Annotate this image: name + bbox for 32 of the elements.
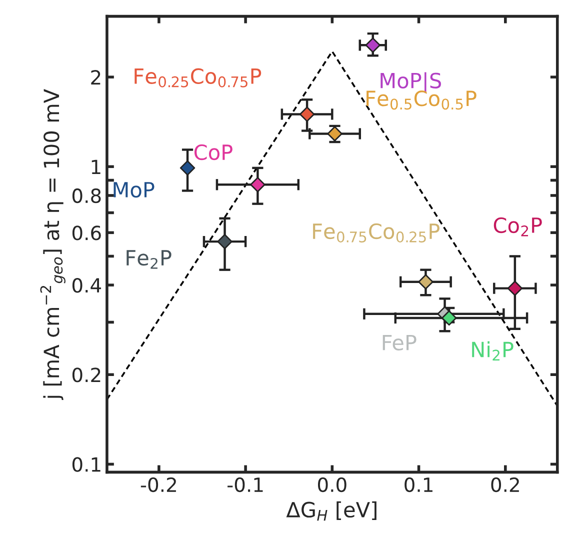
y-tick-label: 0.6 bbox=[72, 226, 101, 240]
y-tick-label: 0.4 bbox=[72, 278, 102, 293]
x-axis-title: ΔG$_{H}$ [eV] bbox=[286, 501, 376, 521]
point bbox=[250, 176, 266, 192]
y-tick-label: 1 bbox=[92, 160, 100, 174]
y-tick-label: 0.1 bbox=[72, 457, 100, 472]
point bbox=[507, 280, 523, 296]
series-label: FeP bbox=[382, 335, 416, 350]
text: Fe$_{0.25}$Co$_{0.75}$P bbox=[134, 68, 262, 88]
x-tick-label: 0.2 bbox=[491, 477, 519, 492]
y-tick-label: 0.2 bbox=[72, 368, 100, 382]
point bbox=[441, 310, 457, 326]
legend-label: Co$_{2}$P bbox=[494, 217, 542, 236]
x-tick-label: -0.2 bbox=[140, 477, 176, 492]
y-axis-title: j [mA cm$^{−2}$$_{geo}$] at η = 100 mV bbox=[40, 89, 66, 400]
x-tick-label: 0.1 bbox=[404, 477, 432, 492]
point bbox=[180, 160, 196, 176]
series-label: MoP bbox=[114, 182, 154, 198]
series-label: Fe$_{0.5}$Co$_{0.5}$P bbox=[366, 90, 476, 110]
series-label: MoP|S bbox=[380, 72, 441, 94]
series-label: Fe$_{0.75}$Co$_{0.25}$P bbox=[313, 223, 440, 242]
x-tick-label: -0.1 bbox=[228, 477, 263, 492]
y-tick-label: 2 bbox=[91, 70, 100, 84]
text: Fe$_{2}$P bbox=[126, 250, 172, 269]
x-tick-label: 0.0 bbox=[318, 477, 346, 492]
point bbox=[217, 234, 232, 250]
point bbox=[365, 38, 381, 53]
series-label: Ni$_{2}$P bbox=[472, 341, 514, 360]
point bbox=[418, 274, 434, 290]
point bbox=[299, 106, 315, 122]
y-tick-label: 0.8 bbox=[72, 188, 101, 204]
series-label: CoP bbox=[194, 144, 232, 160]
